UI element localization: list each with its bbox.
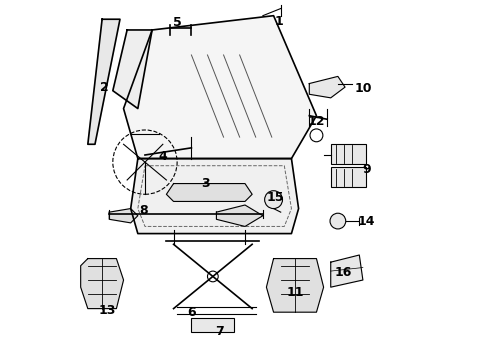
Polygon shape xyxy=(113,30,152,109)
Text: 7: 7 xyxy=(216,325,224,338)
Polygon shape xyxy=(331,255,363,287)
Text: 14: 14 xyxy=(358,215,375,228)
Polygon shape xyxy=(167,184,252,202)
Polygon shape xyxy=(123,16,317,158)
Text: 5: 5 xyxy=(173,16,181,29)
Text: 12: 12 xyxy=(308,114,325,127)
Polygon shape xyxy=(267,258,323,312)
FancyBboxPatch shape xyxy=(192,318,234,332)
Circle shape xyxy=(330,213,346,229)
Text: 15: 15 xyxy=(267,192,284,204)
Polygon shape xyxy=(309,76,345,98)
Text: 13: 13 xyxy=(99,304,116,317)
Circle shape xyxy=(207,271,218,282)
FancyBboxPatch shape xyxy=(331,167,367,187)
Text: 3: 3 xyxy=(201,177,210,190)
Text: 10: 10 xyxy=(354,82,371,95)
Text: 1: 1 xyxy=(274,14,283,27)
Circle shape xyxy=(265,191,283,208)
Text: 6: 6 xyxy=(187,306,196,319)
Text: 2: 2 xyxy=(99,81,108,94)
Text: 11: 11 xyxy=(286,286,304,299)
Polygon shape xyxy=(81,258,123,309)
Polygon shape xyxy=(217,205,263,226)
Text: 8: 8 xyxy=(139,204,147,217)
Text: 9: 9 xyxy=(362,163,371,176)
FancyBboxPatch shape xyxy=(331,144,367,164)
Text: 4: 4 xyxy=(158,150,167,163)
Polygon shape xyxy=(109,208,138,223)
Polygon shape xyxy=(131,158,298,234)
Text: 16: 16 xyxy=(335,266,352,279)
Polygon shape xyxy=(88,19,120,144)
